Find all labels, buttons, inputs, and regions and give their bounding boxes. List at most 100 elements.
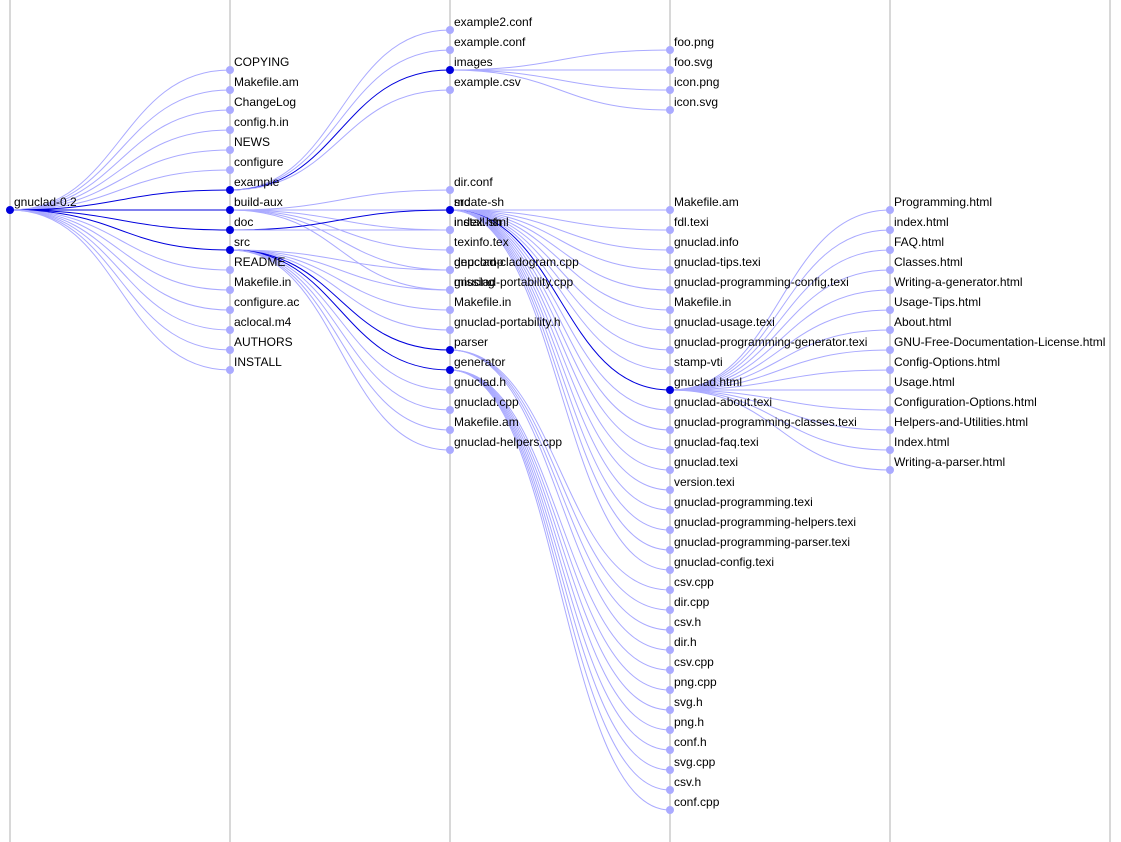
file-dot-icon[interactable] [666,266,674,274]
folder-dot-icon[interactable] [446,366,454,374]
file-node-makefile-in[interactable]: Makefile.in [226,275,291,294]
file-node-gnuclad-tips-texi[interactable]: gnuclad-tips.texi [666,255,761,274]
file-node-config-h-in[interactable]: config.h.in [226,115,289,134]
file-dot-icon[interactable] [226,346,234,354]
file-node-dir-h[interactable]: dir.h [666,635,697,654]
file-dot-icon[interactable] [226,106,234,114]
node-label[interactable]: stamp-vti [674,355,723,369]
node-label[interactable]: GNU-Free-Documentation-License.html [894,335,1105,349]
file-dot-icon[interactable] [666,646,674,654]
node-label[interactable]: gnuclad-programming-generator.texi [674,335,867,349]
node-label[interactable]: AUTHORS [234,335,293,349]
file-node-gnuclad-programming-classes-texi[interactable]: gnuclad-programming-classes.texi [666,415,857,434]
file-dot-icon[interactable] [446,46,454,54]
file-node-gnuclad-programming-generator-texi[interactable]: gnuclad-programming-generator.texi [666,335,867,354]
file-node-news[interactable]: NEWS [226,135,270,154]
file-node-aclocal-m4[interactable]: aclocal.m4 [226,315,292,334]
folder-node-doc[interactable]: doc [226,215,253,234]
node-label[interactable]: csv.h [674,775,701,789]
file-dot-icon[interactable] [226,306,234,314]
node-label[interactable]: Usage.html [894,375,955,389]
file-node-csv-cpp[interactable]: csv.cpp [666,575,714,594]
file-node-config-options-html[interactable]: Config-Options.html [886,355,1000,374]
node-label[interactable]: generator [454,355,505,369]
file-node-gnuclad-cladogram-cpp[interactable]: gnuclad-cladogram.cpp [446,255,579,274]
file-dot-icon[interactable] [886,426,894,434]
file-dot-icon[interactable] [886,286,894,294]
file-dot-icon[interactable] [446,286,454,294]
file-node-stamp-vti[interactable]: stamp-vti [666,355,723,374]
node-label[interactable]: gnuclad-programming-classes.texi [674,415,857,429]
node-label[interactable]: install-sh [454,215,501,229]
file-node-makefile-am[interactable]: Makefile.am [666,195,739,214]
file-node-example-csv[interactable]: example.csv [446,75,521,94]
folder-node-generator[interactable]: generator [446,355,505,374]
file-node-index-html[interactable]: Index.html [886,435,949,454]
file-dot-icon[interactable] [666,486,674,494]
node-label[interactable]: example.csv [454,75,521,89]
node-label[interactable]: gnuclad-usage.texi [674,315,775,329]
file-dot-icon[interactable] [666,546,674,554]
file-node-conf-h[interactable]: conf.h [666,735,707,754]
node-label[interactable]: example [234,175,280,189]
file-node-foo-svg[interactable]: foo.svg [666,55,713,74]
file-node-gnuclad-programming-texi[interactable]: gnuclad-programming.texi [666,495,813,514]
node-label[interactable]: gnuclad-programming-parser.texi [674,535,850,549]
node-label[interactable]: Makefile.in [674,295,731,309]
file-node-version-texi[interactable]: version.texi [666,475,735,494]
node-label[interactable]: mdate-sh [454,195,504,209]
node-label[interactable]: build-aux [234,195,283,209]
folder-dot-icon[interactable] [446,346,454,354]
node-label[interactable]: icon.png [674,75,719,89]
node-label[interactable]: Configuration-Options.html [894,395,1037,409]
node-label[interactable]: gnuclad.info [674,235,739,249]
file-node-icon-png[interactable]: icon.png [666,75,719,94]
node-label[interactable]: configure.ac [234,295,299,309]
file-node-changelog[interactable]: ChangeLog [226,95,296,114]
file-node-gnuclad-portability-cpp[interactable]: gnuclad-portability.cpp [446,275,574,294]
node-label[interactable]: index.html [454,215,509,229]
file-node-foo-png[interactable]: foo.png [666,35,714,54]
node-label[interactable]: Index.html [894,435,949,449]
node-label[interactable]: Helpers-and-Utilities.html [894,415,1028,429]
node-label[interactable]: version.texi [674,475,735,489]
folder-node-gnuclad-0-2[interactable]: gnuclad-0.2 [6,195,77,214]
node-label[interactable]: gnuclad-helpers.cpp [454,435,562,449]
folder-node-images[interactable]: images [446,55,493,74]
file-node-texinfo-tex[interactable]: texinfo.tex [446,235,509,254]
file-dot-icon[interactable] [446,266,454,274]
file-dot-icon[interactable] [886,266,894,274]
node-label[interactable]: src [454,195,470,209]
file-node-gnuclad-programming-parser-texi[interactable]: gnuclad-programming-parser.texi [666,535,850,554]
file-dot-icon[interactable] [226,126,234,134]
node-label[interactable]: Makefile.in [454,295,511,309]
file-dot-icon[interactable] [446,246,454,254]
node-label[interactable]: example.conf [454,35,526,49]
file-node-about-html[interactable]: About.html [886,315,951,334]
node-label[interactable]: Writing-a-generator.html [894,275,1023,289]
file-dot-icon[interactable] [666,766,674,774]
node-label[interactable]: Makefile.am [454,415,519,429]
file-dot-icon[interactable] [666,66,674,74]
file-node-gnuclad-faq-texi[interactable]: gnuclad-faq.texi [666,435,759,454]
file-dot-icon[interactable] [666,526,674,534]
folder-node-src[interactable]: src [226,235,250,254]
node-label[interactable]: icon.svg [674,95,718,109]
node-label[interactable]: Config-Options.html [894,355,1000,369]
node-label[interactable]: gnuclad-about.texi [674,395,772,409]
folder-dot-icon[interactable] [226,226,234,234]
file-dot-icon[interactable] [666,786,674,794]
file-node-gnuclad-h[interactable]: gnuclad.h [446,375,506,394]
folder-node-src[interactable]: src [446,195,470,214]
file-dot-icon[interactable] [666,286,674,294]
folder-node-build-aux[interactable]: build-aux [226,195,283,214]
file-dot-icon[interactable] [226,66,234,74]
folder-dot-icon[interactable] [226,246,234,254]
file-dot-icon[interactable] [226,266,234,274]
node-label[interactable]: gnuclad.cpp [454,395,519,409]
file-node-classes-html[interactable]: Classes.html [886,255,963,274]
node-label[interactable]: dir.conf [454,175,493,189]
node-label[interactable]: gnuclad-portability.cpp [454,275,574,289]
file-dot-icon[interactable] [886,346,894,354]
file-dot-icon[interactable] [446,326,454,334]
